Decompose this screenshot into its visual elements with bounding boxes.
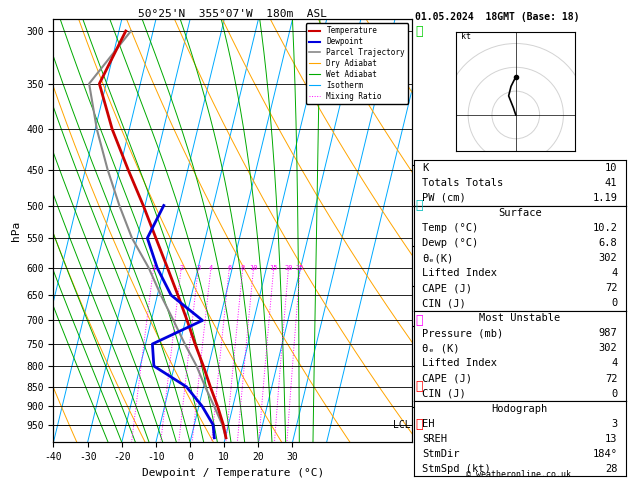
Text: 0: 0: [611, 388, 618, 399]
Text: 2: 2: [179, 265, 184, 271]
Text: K: K: [422, 163, 428, 173]
Text: 987: 987: [599, 329, 618, 338]
Text: 10: 10: [249, 265, 258, 271]
Text: Pressure (mb): Pressure (mb): [422, 329, 504, 338]
Text: ⊿: ⊿: [415, 418, 423, 431]
Text: SREH: SREH: [422, 434, 447, 444]
Text: θₑ(K): θₑ(K): [422, 253, 454, 263]
Text: 20: 20: [284, 265, 292, 271]
Text: 01.05.2024  18GMT (Base: 18): 01.05.2024 18GMT (Base: 18): [415, 12, 580, 22]
Text: Temp (°C): Temp (°C): [422, 223, 479, 233]
Text: ⊿: ⊿: [415, 314, 423, 327]
Text: 6.8: 6.8: [599, 238, 618, 248]
Text: LCL: LCL: [392, 420, 410, 431]
Text: 72: 72: [605, 374, 618, 383]
Text: 302: 302: [599, 253, 618, 263]
Text: kt: kt: [461, 32, 471, 41]
Text: © weatheronline.co.uk: © weatheronline.co.uk: [467, 469, 571, 479]
Text: CAPE (J): CAPE (J): [422, 283, 472, 293]
Text: Totals Totals: Totals Totals: [422, 178, 504, 188]
Text: 4: 4: [611, 359, 618, 368]
Text: 8: 8: [241, 265, 245, 271]
Text: CIN (J): CIN (J): [422, 298, 466, 308]
Text: 3: 3: [611, 418, 618, 429]
Text: PW (cm): PW (cm): [422, 193, 466, 203]
Text: ⊿: ⊿: [415, 199, 423, 212]
Text: Lifted Index: Lifted Index: [422, 268, 498, 278]
Text: Lifted Index: Lifted Index: [422, 359, 498, 368]
Text: 10.2: 10.2: [593, 223, 618, 233]
Text: θₑ (K): θₑ (K): [422, 344, 460, 353]
Text: 1.19: 1.19: [593, 193, 618, 203]
Text: 25: 25: [296, 265, 304, 271]
Text: Dewp (°C): Dewp (°C): [422, 238, 479, 248]
Text: 4: 4: [611, 268, 618, 278]
Text: StmDir: StmDir: [422, 449, 460, 459]
Text: 13: 13: [605, 434, 618, 444]
Text: 15: 15: [269, 265, 278, 271]
Text: 6: 6: [227, 265, 231, 271]
Y-axis label: km
ASL: km ASL: [447, 231, 464, 252]
Text: 302: 302: [599, 344, 618, 353]
Text: 4: 4: [209, 265, 213, 271]
Text: 10: 10: [605, 163, 618, 173]
Text: ⊿: ⊿: [415, 380, 423, 393]
Text: 0: 0: [611, 298, 618, 308]
Title: 50°25'N  355°07'W  180m  ASL: 50°25'N 355°07'W 180m ASL: [138, 9, 327, 18]
Text: 41: 41: [605, 178, 618, 188]
Text: StmSpd (kt): StmSpd (kt): [422, 464, 491, 474]
Text: 3: 3: [196, 265, 201, 271]
Text: ⊿: ⊿: [415, 24, 423, 37]
Text: Hodograph: Hodograph: [492, 403, 548, 414]
Text: Most Unstable: Most Unstable: [479, 313, 560, 323]
Text: CAPE (J): CAPE (J): [422, 374, 472, 383]
Text: Surface: Surface: [498, 208, 542, 218]
Text: 1: 1: [152, 265, 156, 271]
Y-axis label: hPa: hPa: [11, 221, 21, 241]
Text: 72: 72: [605, 283, 618, 293]
X-axis label: Dewpoint / Temperature (°C): Dewpoint / Temperature (°C): [142, 468, 324, 478]
Text: CIN (J): CIN (J): [422, 388, 466, 399]
Legend: Temperature, Dewpoint, Parcel Trajectory, Dry Adiabat, Wet Adiabat, Isotherm, Mi: Temperature, Dewpoint, Parcel Trajectory…: [306, 23, 408, 104]
Text: 28: 28: [605, 464, 618, 474]
Text: EH: EH: [422, 418, 435, 429]
Text: 184°: 184°: [593, 449, 618, 459]
